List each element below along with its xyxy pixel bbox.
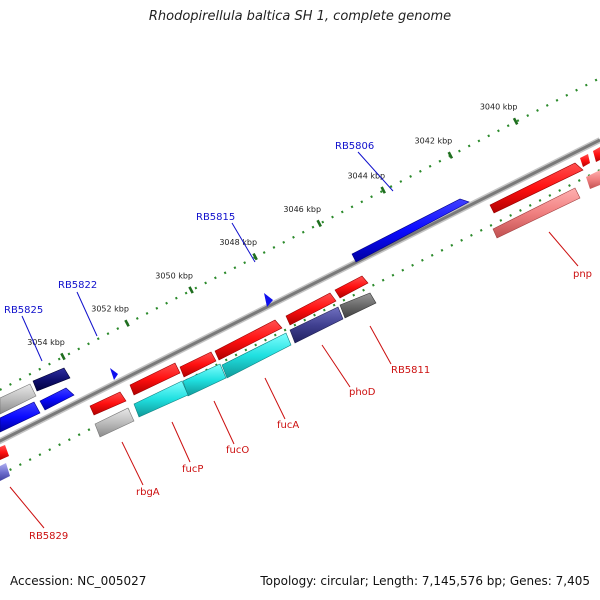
kbp-ticks: 3040 kbp 3042 kbp 3044 kbp 3046 kbp 3048 kbp… (27, 103, 519, 361)
gene-rb5825-dark-body (32, 367, 71, 392)
gene-rb5811-top-body (334, 275, 369, 299)
kbp-label-7: 3054 kbp (27, 338, 65, 347)
genes-inner-strand (0, 170, 600, 481)
tick-ring-inner (0, 169, 600, 477)
gene-label-rb5829[interactable]: RB5829 (29, 531, 68, 542)
gene-label-fucp[interactable]: fucP (182, 464, 203, 475)
gene-rbga-gray-body (94, 407, 135, 438)
map-title: Rhodopirellula baltica SH 1, complete ge… (148, 9, 452, 24)
gene-fragment-top-right-2 (580, 154, 590, 167)
kbp-label-3: 3046 kbp (283, 205, 321, 214)
kbp-tick-3 (316, 219, 322, 228)
gene-fuco-top-body (179, 351, 217, 378)
accession-text: Accession: NC_005027 (10, 574, 147, 588)
gene-phod-slate-body (289, 306, 344, 344)
gene-label-rb5806[interactable]: RB5806 (335, 141, 374, 152)
gene-labels: RB5806 RB5815 RB5822 RB5825 pnp RB5811 p… (4, 141, 592, 542)
kbp-tick-1 (447, 151, 454, 159)
gene-fuca-cyan-body (221, 332, 292, 379)
label-leaders (9, 151, 579, 529)
gene-label-rb5825[interactable]: RB5825 (4, 305, 43, 316)
gene-label-pnp[interactable]: pnp (573, 269, 592, 280)
topology-text: Topology: circular; Length: 7,145,576 bp… (260, 574, 590, 588)
kbp-label-6: 3052 kbp (91, 305, 129, 314)
gene-rb5825-blue-body (39, 387, 75, 411)
kbp-tick-2 (380, 186, 386, 194)
kbp-label-2: 3044 kbp (347, 172, 385, 181)
gene-rb5822-marker (110, 368, 118, 380)
gene-label-rb5822[interactable]: RB5822 (58, 280, 97, 291)
gene-rb5811-dark-body (339, 292, 377, 319)
gene-rb5815-marker (264, 293, 273, 307)
gene-pnp-fragment (586, 170, 600, 189)
kbp-tick-5 (188, 286, 194, 294)
kbp-tick-6 (124, 319, 130, 327)
gene-label-rb5815[interactable]: RB5815 (196, 212, 235, 223)
gene-fucp-top-body (129, 362, 181, 396)
gene-label-fuca[interactable]: fucA (277, 420, 299, 431)
genome-backbone (0, 137, 600, 445)
tick-ring-outer (0, 77, 600, 392)
gene-label-rbga[interactable]: rbgA (136, 487, 160, 498)
gene-rb5829-lav-body (0, 463, 10, 481)
gene-rb5829-red-body (0, 445, 9, 460)
kbp-tick-7 (60, 352, 66, 361)
genes-outer-strand (0, 147, 600, 433)
gene-fucp-cyan-body (133, 380, 189, 418)
kbp-tick-0 (512, 117, 519, 126)
kbp-tick-4 (252, 252, 258, 261)
gene-rbga-top-body (89, 391, 127, 416)
gene-pnp-body-top (489, 162, 584, 214)
kbp-label-4: 3048 kbp (219, 238, 257, 247)
kbp-label-1: 3042 kbp (415, 137, 453, 146)
gene-label-phod[interactable]: phoD (349, 387, 376, 398)
gene-rb5806-body (351, 198, 470, 263)
kbp-label-0: 3040 kbp (480, 103, 518, 112)
gene-left-blue-body (0, 401, 41, 433)
kbp-label-5: 3050 kbp (155, 271, 193, 280)
gene-phod-top-body (285, 292, 337, 326)
gene-label-rb5811[interactable]: RB5811 (391, 365, 430, 376)
gene-rb5825-gray-body (0, 383, 37, 415)
gene-label-fuco[interactable]: fucO (226, 445, 249, 456)
gene-pnp-body-bottom (492, 187, 581, 239)
gene-fuca-top-body (214, 319, 283, 361)
gene-fragment-top-right (593, 147, 600, 162)
